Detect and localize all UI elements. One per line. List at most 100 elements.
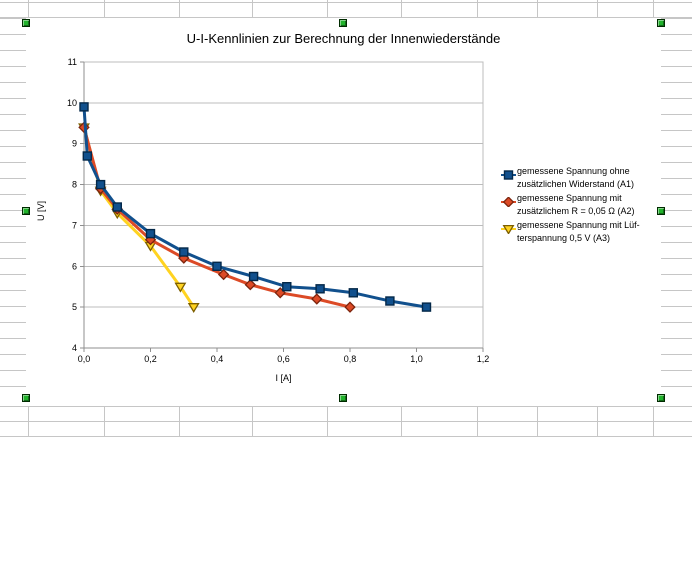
sheet-gridline (597, 406, 598, 436)
sheet-gridline (0, 322, 26, 323)
sheet-gridline (0, 226, 26, 227)
sheet-gridline (0, 436, 692, 437)
x-tick-label: 1,0 (410, 354, 423, 364)
data-point-square (112, 202, 123, 212)
y-tick-label: 6 (72, 261, 77, 271)
legend-label: gemessene Spannung mit Lüf-terspannung 0… (517, 220, 640, 243)
sheet-gridline (0, 306, 26, 307)
sheet-gridline (0, 178, 26, 179)
sheet-gridline (0, 2, 692, 3)
y-tick-label: 5 (72, 302, 77, 312)
selection-handle-e[interactable] (657, 207, 665, 215)
legend-entry-3: gemessene Spannung mit Lüf-terspannung 0… (501, 219, 661, 245)
sheet-gridline (537, 406, 538, 436)
sheet-gridline (0, 258, 26, 259)
sheet-gridline (327, 406, 328, 436)
sheet-gridline (28, 0, 29, 17)
sheet-gridline (653, 406, 654, 436)
sheet-gridline (661, 66, 692, 67)
sheet-gridline (0, 386, 26, 387)
sheet-gridline (537, 0, 538, 17)
sheet-gridline (0, 50, 26, 51)
selection-handle-s[interactable] (339, 394, 347, 402)
sheet-gridline (0, 242, 26, 243)
sheet-gridline (0, 274, 26, 275)
chart-plot-area: 4 5 6 7 8 9 10 11 0,0 0,2 0,4 0,6 0,8 1,0 1,2 (67, 57, 490, 364)
y-tick-label: 8 (72, 180, 77, 190)
sheet-gridline (179, 406, 180, 436)
data-point-triangle (187, 303, 200, 313)
sheet-gridline (0, 406, 692, 407)
sheet-gridline (661, 82, 692, 83)
sheet-gridline (0, 338, 26, 339)
data-point-square (79, 102, 89, 112)
sheet-gridline (0, 17, 692, 18)
sheet-gridline (661, 274, 692, 275)
sheet-gridline (661, 178, 692, 179)
sheet-gridline (28, 406, 29, 436)
sheet-gridline (661, 194, 692, 195)
square-legend-icon (501, 167, 517, 185)
sheet-gridline (0, 162, 26, 163)
x-tick-label: 0,0 (78, 354, 91, 364)
data-point-square (145, 228, 156, 239)
selection-handle-ne[interactable] (657, 19, 665, 27)
data-point-diamond (502, 196, 515, 208)
sheet-gridline (327, 0, 328, 17)
sheet-gridline (0, 210, 26, 211)
data-point-square (95, 179, 106, 190)
y-tick-label: 9 (72, 139, 77, 149)
sheet-gridline (0, 354, 26, 355)
diamond-legend-icon (501, 194, 517, 212)
sheet-gridline (661, 18, 692, 19)
sheet-gridline (661, 114, 692, 115)
chart-title: U-I-Kennlinien zur Berechnung der Innenw… (186, 31, 501, 46)
sheet-gridline (661, 130, 692, 131)
sheet-gridline (0, 130, 26, 131)
sheet-gridline (661, 50, 692, 51)
sheet-gridline (597, 0, 598, 17)
sheet-gridline (0, 34, 26, 35)
data-point-square (421, 302, 432, 312)
sheet-gridline (661, 146, 692, 147)
selection-handle-sw[interactable] (22, 394, 30, 402)
selection-handle-se[interactable] (657, 394, 665, 402)
data-point-square (212, 261, 222, 272)
data-point-square (179, 247, 189, 257)
sheet-gridline (0, 66, 26, 67)
sheet-gridline (661, 34, 692, 35)
sheet-gridline (0, 421, 692, 422)
data-point-diamond (244, 278, 257, 291)
sheet-gridline (661, 226, 692, 227)
chart-object[interactable]: U-I-Kennlinien zur Berechnung der Innenw… (26, 23, 661, 398)
sheet-gridline (661, 370, 692, 371)
x-tick-label: 0,6 (277, 354, 290, 364)
sheet-gridline (0, 194, 26, 195)
data-point-diamond (217, 268, 230, 281)
sheet-gridline (661, 258, 692, 259)
x-tick-label: 1,2 (477, 354, 490, 364)
sheet-gridline (0, 146, 26, 147)
sheet-gridline (661, 162, 692, 163)
data-point-triangle (502, 224, 515, 235)
sheet-gridline (661, 98, 692, 99)
legend-entry-1: gemessene Spannung ohne zusätzlichen Wide… (501, 165, 661, 191)
data-point-square (315, 284, 325, 294)
x-tick-label: 0,2 (144, 354, 157, 364)
sheet-gridline (252, 406, 253, 436)
selection-handle-w[interactable] (22, 207, 30, 215)
legend-label: gemessene Spannung ohne zusätzlichen Wide… (517, 166, 635, 189)
y-tick-label: 11 (68, 57, 77, 67)
sheet-gridline (661, 210, 692, 211)
sheet-gridline (661, 338, 692, 339)
sheet-gridline (661, 290, 692, 291)
selection-handle-nw[interactable] (22, 19, 30, 27)
sheet-gridline (661, 242, 692, 243)
y-tick-label: 10 (67, 98, 77, 108)
sheet-gridline (0, 290, 26, 291)
selection-handle-n[interactable] (339, 19, 347, 27)
sheet-gridline (252, 0, 253, 17)
series-line (82, 125, 352, 309)
data-point-square (503, 170, 514, 180)
